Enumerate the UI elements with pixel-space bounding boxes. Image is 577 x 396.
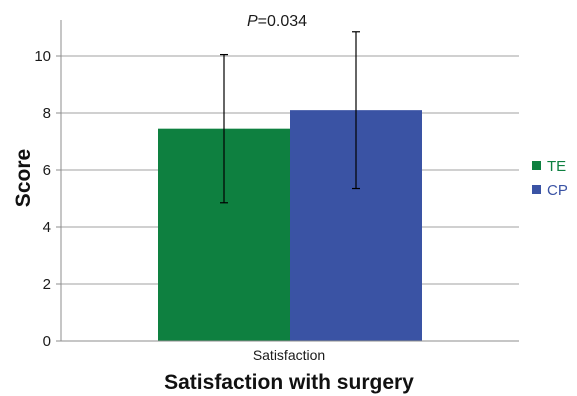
y-tick-label: 4: [43, 219, 51, 236]
legend: TE CP: [532, 158, 568, 199]
legend-swatch-cp: [532, 185, 541, 194]
p-value-text: =0.034: [258, 13, 307, 30]
bars: [158, 110, 422, 342]
y-tick-label: 2: [43, 276, 51, 293]
legend-label-cp: CP: [547, 182, 568, 199]
x-axis-title: Satisfaction with surgery: [164, 371, 414, 394]
y-axis-ticks: 0 2 4 6 8 10: [34, 48, 61, 350]
p-value-prefix: P: [247, 13, 258, 30]
y-tick-label: 0: [43, 333, 51, 350]
y-tick-label: 6: [43, 162, 51, 179]
y-tick-label: 10: [34, 48, 51, 65]
legend-label-te: TE: [547, 158, 566, 175]
y-axis-title: Score: [12, 149, 35, 207]
category-label: Satisfaction: [253, 347, 325, 363]
y-tick-label: 8: [43, 105, 51, 122]
legend-swatch-te: [532, 161, 541, 170]
p-value-annotation: P=0.034: [247, 13, 307, 30]
error-bars: [220, 31, 360, 204]
